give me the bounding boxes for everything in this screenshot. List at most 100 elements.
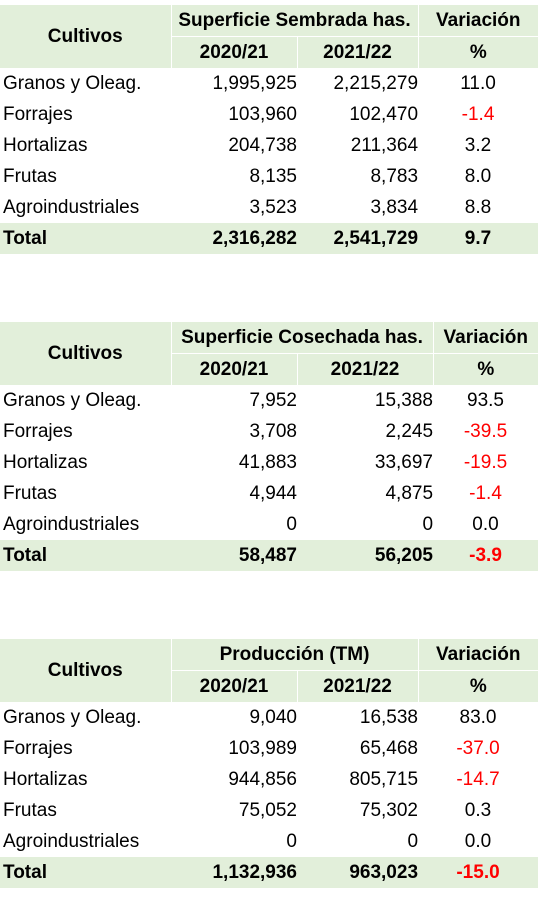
table-row: Frutas 8,135 8,783 8.0 <box>0 161 538 192</box>
row-variation: 8.0 <box>464 165 492 187</box>
row-value-2: 102,470 <box>349 103 419 125</box>
row-variation: 8.8 <box>464 196 492 218</box>
header-percent: % <box>417 36 538 68</box>
header-percent: % <box>417 670 538 702</box>
table-row: Agroindustriales 0 0 0.0 <box>0 826 538 857</box>
row-value-1: 4,944 <box>249 482 297 504</box>
table-row: Frutas 4,944 4,875 -1.4 <box>0 478 538 509</box>
row-name: Agroindustriales <box>3 513 140 535</box>
row-value-1: 41,883 <box>238 451 297 473</box>
row-variation: 11.0 <box>460 72 496 94</box>
header-year-2: 2021/22 <box>296 36 419 68</box>
row-value-2: 15,388 <box>374 389 434 411</box>
row-value-1: 75,052 <box>238 799 297 821</box>
total-variation: -15.0 <box>418 857 538 888</box>
row-variation: 83.0 <box>459 706 497 728</box>
row-value-2: 2,215,279 <box>333 72 419 94</box>
row-variation: 0.0 <box>472 513 499 535</box>
table-row: Granos y Oleag. 9,040 16,538 83.0 <box>0 702 538 733</box>
total-variation: 9.7 <box>418 223 538 254</box>
total-value-1: 58,487 <box>171 540 297 571</box>
header-variacion: Variación <box>417 639 538 671</box>
table-row: Granos y Oleag. 1,995,925 2,215,279 11.0 <box>0 68 538 99</box>
row-variation: 3.2 <box>464 134 492 156</box>
row-name: Hortalizas <box>3 768 88 790</box>
header-year-2: 2021/22 <box>296 670 419 702</box>
table-row: Granos y Oleag. 7,952 15,388 93.5 <box>0 385 538 416</box>
row-name: Granos y Oleag. <box>3 72 142 94</box>
row-name: Hortalizas <box>3 451 88 473</box>
row-value-1: 8,135 <box>249 165 297 187</box>
row-value-1: 9,040 <box>249 706 297 728</box>
total-value-2: 56,205 <box>297 540 434 571</box>
header-cultivos: Cultivos <box>0 639 171 702</box>
row-variation: -37.0 <box>456 737 500 759</box>
row-variation: -1.4 <box>461 103 495 125</box>
total-label: Total <box>0 857 171 888</box>
row-name: Granos y Oleag. <box>3 706 142 728</box>
row-value-1: 0 <box>286 513 297 535</box>
total-value-1: 2,316,282 <box>171 223 297 254</box>
row-value-1: 204,738 <box>228 134 297 156</box>
row-variation: 93.5 <box>467 389 504 411</box>
table-produccion: Cultivos Producción (TM) Variación 2020/… <box>0 639 538 888</box>
table-superficie-sembrada: Cultivos Superficie Sembrada has. Variac… <box>0 5 538 254</box>
row-value-2: 8,783 <box>370 165 419 187</box>
table-row: Agroindustriales 3,523 3,834 8.8 <box>0 192 538 223</box>
header-year-2: 2021/22 <box>296 353 434 385</box>
total-value-1: 1,132,936 <box>171 857 297 888</box>
header-cultivos: Cultivos <box>0 5 171 68</box>
total-row: Total 2,316,282 2,541,729 9.7 <box>0 223 538 254</box>
total-value-2: 2,541,729 <box>297 223 419 254</box>
row-value-2: 0 <box>407 830 419 852</box>
row-variation: 0.0 <box>464 830 492 852</box>
table-row: Forrajes 103,960 102,470 -1.4 <box>0 99 538 130</box>
row-value-1: 1,995,925 <box>212 72 297 94</box>
table-row: Agroindustriales 0 0 0.0 <box>0 509 538 540</box>
row-name: Granos y Oleag. <box>3 389 142 411</box>
total-variation: -3.9 <box>433 540 538 571</box>
row-value-2: 65,468 <box>359 737 419 759</box>
table-superficie-cosechada: Cultivos Superficie Cosechada has. Varia… <box>0 322 538 571</box>
row-variation: -1.4 <box>469 482 502 504</box>
row-value-2: 211,364 <box>350 134 419 156</box>
total-row: Total 1,132,936 963,023 -15.0 <box>0 857 538 888</box>
row-value-2: 2,245 <box>385 420 434 442</box>
row-value-1: 103,960 <box>228 103 297 125</box>
row-name: Agroindustriales <box>3 196 140 218</box>
table-row: Hortalizas 41,883 33,697 -19.5 <box>0 447 538 478</box>
row-name: Forrajes <box>3 420 73 442</box>
table-row: Frutas 75,052 75,302 0.3 <box>0 795 538 826</box>
row-name: Hortalizas <box>3 134 88 156</box>
row-variation: -14.7 <box>456 768 500 790</box>
row-value-1: 3,708 <box>249 420 297 442</box>
row-value-1: 944,856 <box>228 768 297 790</box>
row-value-2: 0 <box>422 513 434 535</box>
row-variation: -39.5 <box>463 420 508 442</box>
header-cultivos: Cultivos <box>0 322 171 385</box>
row-variation: 0.3 <box>464 799 492 821</box>
total-row: Total 58,487 56,205 -3.9 <box>0 540 538 571</box>
total-value-2: 963,023 <box>297 857 419 888</box>
row-value-1: 0 <box>286 830 297 852</box>
row-value-2: 3,834 <box>370 196 419 218</box>
header-group: Superficie Cosechada has. <box>170 322 434 354</box>
row-value-2: 16,538 <box>359 706 419 728</box>
header-variacion: Variación <box>432 322 538 354</box>
table-row: Forrajes 103,989 65,468 -37.0 <box>0 733 538 764</box>
row-name: Frutas <box>3 165 57 187</box>
header-year-1: 2020/21 <box>170 353 297 385</box>
row-name: Frutas <box>3 482 57 504</box>
row-name: Forrajes <box>3 103 73 125</box>
table-row: Forrajes 3,708 2,245 -39.5 <box>0 416 538 447</box>
row-value-1: 7,952 <box>249 389 297 411</box>
header-group: Superficie Sembrada has. <box>170 5 419 37</box>
table-row: Hortalizas 204,738 211,364 3.2 <box>0 130 538 161</box>
row-name: Agroindustriales <box>3 830 140 852</box>
row-value-2: 75,302 <box>359 799 419 821</box>
header-variacion: Variación <box>417 5 538 37</box>
row-name: Frutas <box>3 799 57 821</box>
total-label: Total <box>0 223 171 254</box>
row-variation: -19.5 <box>463 451 508 473</box>
row-value-1: 103,989 <box>228 737 297 759</box>
